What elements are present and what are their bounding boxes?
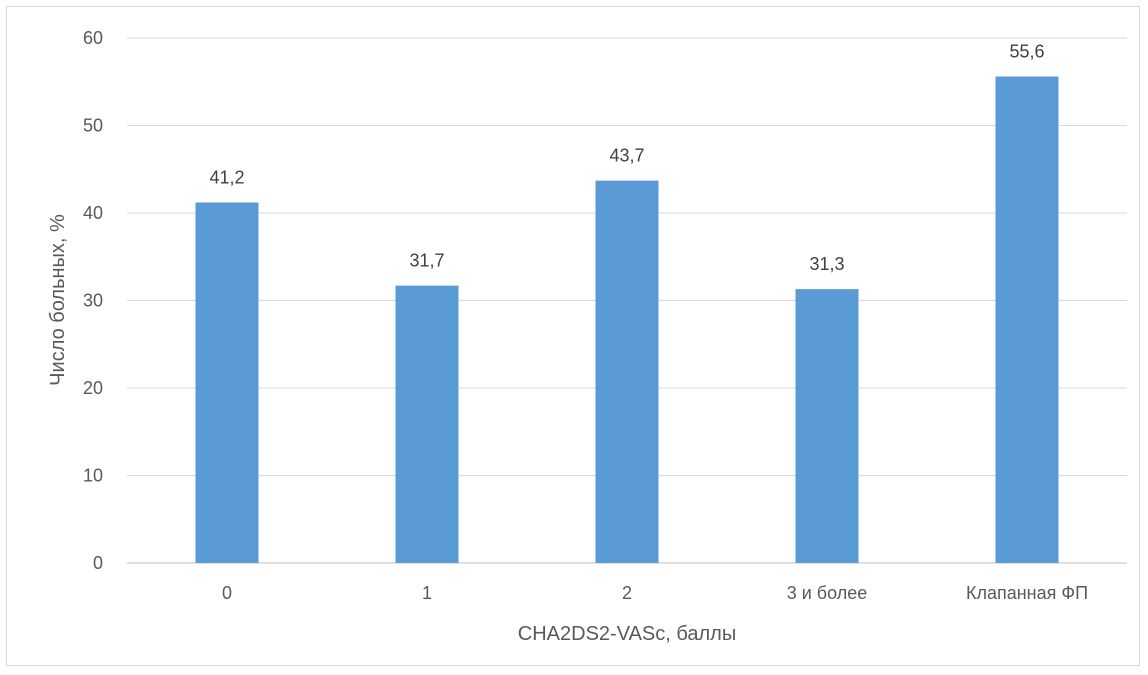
x-tick-label: Клапанная ФП [966, 583, 1088, 603]
bar [395, 285, 459, 563]
x-tick-label: 0 [222, 583, 232, 603]
bar [595, 180, 659, 563]
data-label: 43,7 [609, 146, 644, 166]
y-tick-label: 50 [83, 116, 103, 136]
x-axis-title: CHA2DS2-VASc, баллы [518, 623, 736, 645]
chart-frame [6, 6, 1140, 666]
data-label: 31,3 [809, 254, 844, 274]
y-axis-title: Число больных, % [47, 214, 69, 386]
bars [195, 76, 1059, 563]
y-tick-label: 20 [83, 378, 103, 398]
bar [795, 289, 859, 563]
bar [995, 76, 1059, 563]
x-tick-labels: 0 1 2 3 и более Клапанная ФП [222, 583, 1088, 603]
y-tick-label: 40 [83, 203, 103, 223]
x-tick-label: 3 и более [787, 583, 868, 603]
x-tick-label: 2 [622, 583, 632, 603]
x-tick-label: 1 [422, 583, 432, 603]
data-labels: 41,2 31,7 43,7 31,3 55,6 [209, 42, 1044, 275]
y-tick-label: 60 [83, 28, 103, 48]
data-label: 41,2 [209, 168, 244, 188]
data-label: 55,6 [1009, 42, 1044, 62]
bar [195, 202, 259, 563]
y-tick-labels: 0 10 20 30 40 50 60 [83, 28, 103, 573]
data-label: 31,7 [409, 251, 444, 271]
y-tick-label: 0 [93, 553, 103, 573]
y-tick-label: 30 [83, 291, 103, 311]
y-tick-label: 10 [83, 466, 103, 486]
